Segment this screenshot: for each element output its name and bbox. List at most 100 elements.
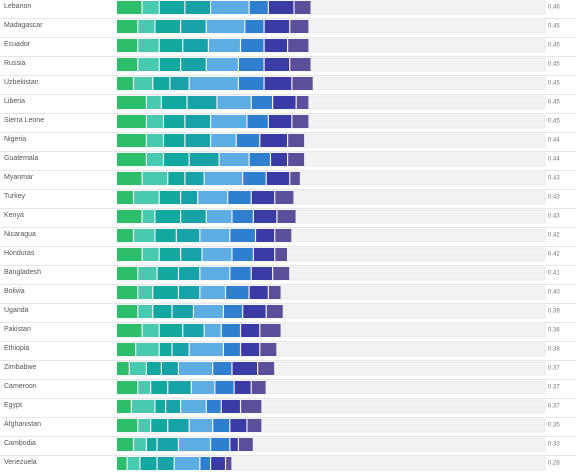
value-label: 0.44 [548,138,560,144]
bar-segment [138,39,159,52]
chart-row: Lebanon 0.46 [0,0,576,19]
value-label: 0.37 [548,366,560,372]
bar-segment [146,153,163,166]
chart-row: Cameroon 0.37 [0,380,576,399]
bar-segment [183,324,204,337]
bar-segment [185,134,210,147]
value-label: 0.42 [548,252,560,258]
country-label: Nigeria [4,136,26,143]
bar-segment [129,362,146,375]
bar-segment [174,457,200,470]
country-label: Afghanistan [4,421,41,428]
bar-segment [277,210,296,223]
bar-segment [117,362,129,375]
bar-segment [117,457,127,470]
bar-segment [275,248,287,261]
bar-segment [290,58,311,71]
bar-segment [224,343,240,356]
bar-segment [179,267,200,280]
bar-segment [187,96,217,109]
bar-segment [241,400,262,413]
bar-segment [211,134,236,147]
chart-row: Cambodia 0.33 [0,437,576,456]
bar-segment [221,324,240,337]
bar-segment [294,1,311,14]
chart-row: Kenya 0.43 [0,209,576,228]
value-label: 0.38 [548,328,560,334]
bar-segment [117,267,138,280]
chart-row: Zimbabwe 0.37 [0,361,576,380]
bar-segment [288,39,309,52]
value-label: 0.42 [548,233,560,239]
bar-segment [161,362,178,375]
value-label: 0.41 [548,271,560,277]
bar-segment [232,248,253,261]
value-label: 0.46 [548,5,560,11]
bar-segment [179,438,210,451]
bar-segment [211,115,247,128]
bar-segment [290,172,300,185]
bar-segment [164,115,185,128]
bar-segment [264,58,290,71]
value-label: 0.37 [548,385,560,391]
bar-segment [134,77,153,90]
bar-segment [117,210,142,223]
value-label: 0.37 [548,404,560,410]
bar-segment [211,457,225,470]
bar-segment [206,20,245,33]
bar-segment [181,20,206,33]
value-label: 0.45 [548,81,560,87]
chart-row: Myanmar 0.43 [0,171,576,190]
bar-segment [168,419,189,432]
bar-segment [176,229,200,242]
bar-segment [189,153,219,166]
bar-segment [185,115,210,128]
bar-segment [138,419,151,432]
bar-segment [117,400,131,413]
bar-segment [117,39,138,52]
bar-segment [157,438,178,451]
bar-segment [155,20,180,33]
bar-segment [117,58,138,71]
bar-segment [179,286,200,299]
chart-row: Ecuador 0.45 [0,38,576,57]
bar-segment [249,153,270,166]
bar-segment [189,343,223,356]
bar-segment [200,229,230,242]
bar-segment [226,457,232,470]
bar-segment [288,153,305,166]
bar-segment [153,305,172,318]
bar-segment [117,96,146,109]
bar-segment [230,267,251,280]
bar-segment [142,248,159,261]
value-label: 0.38 [548,347,560,353]
bar-segment [224,305,243,318]
value-label: 0.44 [548,157,560,163]
bar-segment [172,305,193,318]
bar-segment [215,381,234,394]
bar-segment [157,457,174,470]
bar-segment [151,419,168,432]
bar-segment [292,77,313,90]
bar-segment [189,419,213,432]
chart-row: Bolivia 0.40 [0,285,576,304]
bar-segment [241,324,260,337]
bar-segment [260,134,287,147]
country-label: Ecuador [4,41,31,48]
value-label: 0.33 [548,442,560,448]
chart-row: Sierra Leone 0.45 [0,114,576,133]
bar-segment [232,210,253,223]
bar-segment [146,115,163,128]
bar-segment [230,419,247,432]
value-label: 0.45 [548,100,560,106]
country-label: Guatemala [4,155,38,162]
bar-segment [271,153,287,166]
country-label: Lebanon [4,3,31,10]
bar-segment [275,229,292,242]
bar-segment [164,153,189,166]
bar-segment [117,191,133,204]
bar-segment [117,153,146,166]
bar-segment [238,58,264,71]
